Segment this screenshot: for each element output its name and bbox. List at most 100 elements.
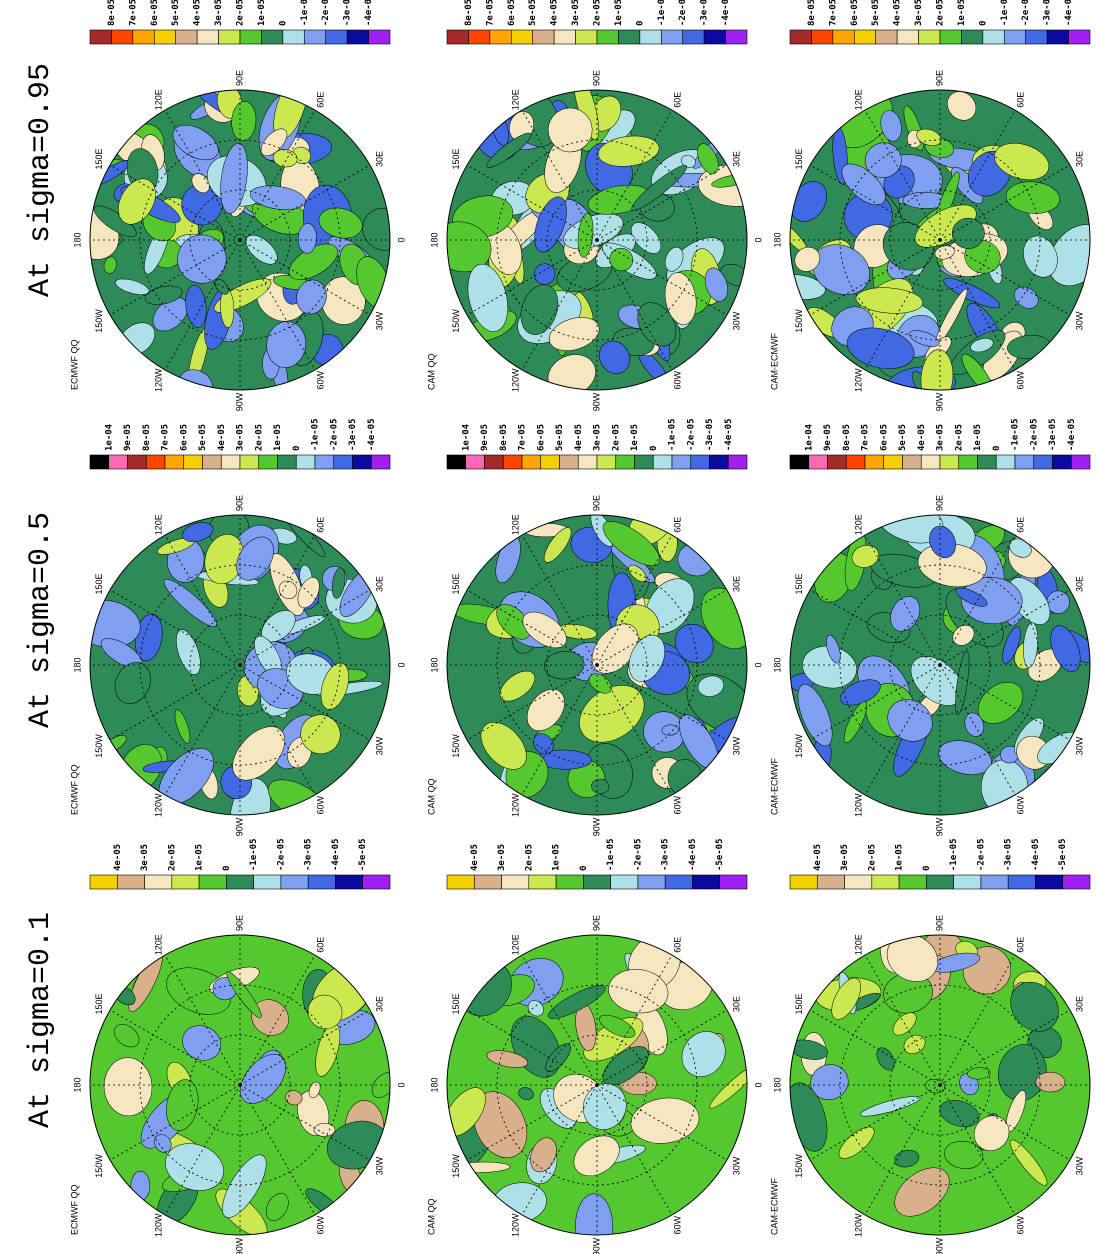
- colorbar-box: [683, 30, 704, 44]
- colorbar-box: [983, 30, 1004, 44]
- longitude-label: 120W: [510, 368, 520, 392]
- colorbar-label: 5e-05: [871, 0, 881, 26]
- longitude-label: 60W: [1015, 371, 1025, 390]
- colorbar-box: [184, 455, 203, 469]
- longitude-label: 0: [396, 662, 406, 667]
- colorbar-label: 6e-05: [150, 0, 160, 26]
- longitude-label: 30E: [1075, 576, 1085, 592]
- colorbar-label: 3e-05: [214, 0, 224, 26]
- longitude-label: 120E: [510, 934, 520, 955]
- longitude-label: 120E: [153, 514, 163, 535]
- colorbar-box: [959, 455, 978, 469]
- colorbar-label: -1e-05: [657, 0, 667, 26]
- colorbar-box: [133, 30, 154, 44]
- longitude-label: 90W: [234, 392, 244, 411]
- colorbar-box: [710, 455, 729, 469]
- longitude-label: 150E: [794, 993, 804, 1014]
- colorbar-box: [172, 875, 199, 889]
- panel-label: CAM-ECMWF: [769, 1178, 779, 1235]
- longitude-label: 120E: [853, 934, 863, 955]
- colorbar-label: 3e-05: [914, 0, 924, 26]
- colorbar-label: 6e-05: [879, 424, 889, 451]
- colorbar-label: -4e-05: [1064, 0, 1074, 26]
- colorbar-box: [560, 455, 579, 469]
- colorbar-label: 2e-05: [236, 0, 246, 26]
- colorbar-box: [240, 455, 259, 469]
- colorbar-box: [578, 455, 597, 469]
- longitude-label: 150W: [94, 309, 104, 333]
- colorbar-box: [326, 30, 347, 44]
- longitude-label: 60E: [1015, 517, 1025, 533]
- colorbar-box: [996, 455, 1015, 469]
- longitude-label: 60E: [672, 517, 682, 533]
- colorbar-box: [554, 30, 575, 44]
- colorbar-label: -4e-05: [1067, 418, 1077, 451]
- colorbar-label: 7e-05: [485, 0, 495, 26]
- colorbar-label: 1e-05: [895, 844, 905, 871]
- colorbar-label: 5e-05: [555, 424, 565, 451]
- colorbar-label: -3e-05: [1004, 838, 1014, 871]
- colorbar-box: [919, 30, 940, 44]
- colorbar-box: [146, 455, 165, 469]
- colorbar-label: 4e-05: [217, 424, 227, 451]
- longitude-label: 90E: [591, 70, 601, 86]
- colorbar-box: [638, 875, 665, 889]
- colorbar-label: 3e-05: [140, 844, 150, 871]
- longitude-label: 90E: [234, 915, 244, 931]
- panel-label: CAM-ECMWF: [769, 758, 779, 815]
- colorbar-label: -1e-05: [668, 418, 678, 451]
- colorbar-label: -1e-05: [1000, 0, 1010, 26]
- colorbar-label: -1e-05: [606, 838, 616, 871]
- colorbar-box: [511, 30, 532, 44]
- colorbar-label: 2e-05: [954, 424, 964, 451]
- colorbar-box: [1069, 30, 1090, 44]
- colorbar-label: -5e-05: [358, 838, 368, 871]
- contour-patch: [952, 218, 985, 249]
- column-title: At sigma=0.5: [24, 512, 58, 728]
- colorbar-label: 0: [222, 866, 232, 871]
- colorbar-box: [221, 455, 240, 469]
- colorbar-label: 1e-05: [552, 844, 562, 871]
- longitude-label: 30W: [732, 311, 742, 330]
- longitude-label: 150W: [451, 309, 461, 333]
- colorbar-label: 5e-05: [198, 424, 208, 451]
- colorbar-label: -4e-05: [721, 0, 731, 26]
- panel-label: CAM QQ: [426, 353, 436, 390]
- colorbar-box: [1008, 875, 1035, 889]
- colorbar-box: [468, 30, 489, 44]
- colorbar-label: -2e-05: [329, 418, 339, 451]
- longitude-label: 150W: [794, 309, 804, 333]
- colorbar-label: -4e-05: [724, 418, 734, 451]
- colorbar-box: [940, 455, 959, 469]
- colorbar-box: [447, 875, 474, 889]
- colorbar-label: 3e-05: [236, 424, 246, 451]
- colorbar-box: [1053, 455, 1072, 469]
- colorbar-box: [921, 455, 940, 469]
- colorbar-label: -3e-05: [1043, 0, 1053, 26]
- longitude-label: 60W: [315, 1216, 325, 1235]
- longitude-label: 120E: [153, 89, 163, 110]
- colorbar-box: [502, 875, 529, 889]
- colorbar-label: 3e-05: [840, 844, 850, 871]
- colorbar-label: -3e-05: [1048, 418, 1058, 451]
- colorbar-label: -1e-05: [249, 838, 259, 871]
- colorbar-label: -4e-05: [367, 418, 377, 451]
- longitude-label: 120W: [153, 793, 163, 817]
- longitude-label: 180: [72, 1077, 82, 1092]
- colorbar-box: [1034, 455, 1053, 469]
- colorbar-box: [665, 875, 692, 889]
- map: [447, 498, 764, 815]
- longitude-label: 120W: [153, 368, 163, 392]
- colorbar-box: [369, 30, 390, 44]
- colorbar-box: [503, 455, 522, 469]
- colorbar-box: [640, 30, 661, 44]
- colorbar-box: [583, 875, 610, 889]
- longitude-label: 60W: [315, 371, 325, 390]
- colorbar-label: 5e-05: [171, 0, 181, 26]
- colorbar-box: [541, 455, 560, 469]
- colorbar-box: [145, 875, 172, 889]
- colorbar-box: [490, 30, 511, 44]
- colorbar-box: [335, 875, 362, 889]
- longitude-label: 30E: [1075, 996, 1085, 1012]
- colorbar-box: [1047, 30, 1068, 44]
